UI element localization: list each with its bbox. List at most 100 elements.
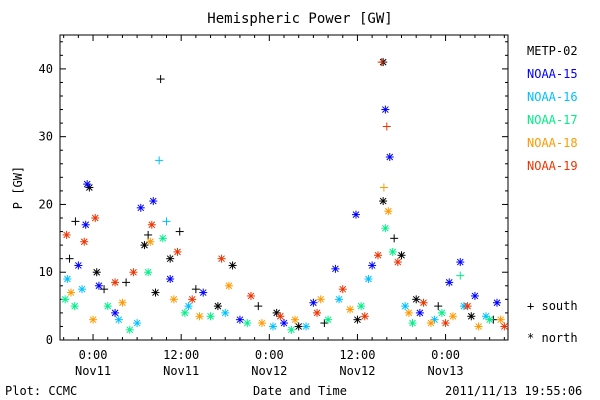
data-point-noaa-19-north xyxy=(374,251,383,260)
data-point-noaa-15-north xyxy=(492,298,501,307)
legend-item-noaa-17: NOAA-17 xyxy=(527,113,578,127)
data-point-noaa-17-north xyxy=(158,234,167,243)
data-point-noaa-19-north xyxy=(463,302,472,311)
data-point-noaa-19-north xyxy=(91,214,100,222)
data-point-noaa-17-north xyxy=(388,247,397,256)
data-point-noaa-16-north xyxy=(401,302,410,311)
data-point-noaa-15-north xyxy=(166,275,175,283)
data-point-noaa-16-north xyxy=(133,319,142,328)
data-point-noaa-16-north xyxy=(335,295,344,304)
legend-item-noaa-16: NOAA-16 xyxy=(527,90,578,104)
data-point-noaa-15-north xyxy=(368,261,377,270)
data-point-noaa-18-south xyxy=(379,183,388,192)
y-tick-label: 20 xyxy=(39,197,53,211)
data-point-noaa-18-north xyxy=(496,315,505,324)
data-point-metp-02-north xyxy=(213,302,222,311)
data-point-noaa-19-north xyxy=(147,220,156,229)
data-point-metp-02-south xyxy=(156,75,165,84)
data-point-noaa-19-north xyxy=(360,312,369,321)
marker-legend-north: * north xyxy=(527,331,578,345)
data-point-noaa-17-north xyxy=(243,319,252,328)
data-point-noaa-17-north xyxy=(125,325,134,334)
data-point-metp-02-south xyxy=(191,285,200,294)
x-tick-date-label: Nov12 xyxy=(339,364,375,378)
north-marker-label: north xyxy=(541,331,578,345)
data-point-noaa-15-north xyxy=(199,288,208,297)
data-point-metp-02-north xyxy=(467,312,476,321)
data-point-metp-02-south xyxy=(254,302,263,311)
data-point-metp-02-south xyxy=(65,254,74,263)
data-point-noaa-15-north xyxy=(331,264,340,273)
data-point-noaa-18-north xyxy=(384,207,393,216)
y-tick-label: 40 xyxy=(39,62,53,76)
data-point-noaa-18-north xyxy=(257,319,266,328)
data-point-noaa-19-north xyxy=(173,247,182,256)
data-point-noaa-19-north xyxy=(419,298,428,307)
data-point-noaa-16-north xyxy=(221,308,230,317)
data-point-noaa-17-north xyxy=(180,308,189,317)
data-point-metp-02-north xyxy=(294,322,303,331)
data-point-noaa-19-north xyxy=(129,268,138,277)
y-tick-label: 30 xyxy=(39,130,53,144)
data-point-noaa-15-north xyxy=(415,308,424,317)
data-point-metp-02-north xyxy=(92,268,101,277)
data-point-noaa-17-north xyxy=(103,302,112,311)
data-point-noaa-15-north xyxy=(309,298,318,307)
x-tick-date-label: Nov11 xyxy=(163,364,199,378)
plot-frame xyxy=(59,34,509,341)
data-point-noaa-19-north xyxy=(276,312,285,321)
data-point-metp-02-south xyxy=(71,217,80,226)
data-point-noaa-18-north xyxy=(118,298,127,307)
data-point-noaa-17-north xyxy=(324,315,333,324)
data-point-noaa-15-north xyxy=(94,281,103,290)
data-point-metp-02-north xyxy=(151,288,160,297)
x-tick-date-label: Nov13 xyxy=(428,364,464,378)
data-point-metp-02-north xyxy=(353,315,362,324)
data-point-noaa-15-north xyxy=(456,258,465,267)
data-point-metp-02-north xyxy=(166,254,175,263)
data-point-noaa-16-north xyxy=(302,322,311,331)
data-point-noaa-18-north xyxy=(404,308,413,317)
data-point-metp-02-south xyxy=(175,227,184,236)
data-point-noaa-18-north xyxy=(346,305,355,314)
south-marker-label: south xyxy=(541,299,578,313)
data-point-noaa-16-north xyxy=(364,275,373,283)
data-point-metp-02-north xyxy=(412,295,421,304)
data-point-noaa-17-north xyxy=(408,319,417,328)
data-point-noaa-18-north xyxy=(169,295,178,304)
data-point-metp-02-north xyxy=(140,241,149,250)
data-point-noaa-15-north xyxy=(235,315,244,324)
data-point-noaa-17-north xyxy=(144,268,153,277)
y-tick-label: 10 xyxy=(39,265,53,279)
data-point-noaa-18-north xyxy=(426,319,435,328)
data-point-noaa-19-north xyxy=(80,237,89,246)
data-point-noaa-15-north xyxy=(83,180,92,189)
data-point-noaa-16-south xyxy=(162,217,171,226)
data-point-metp-02-north xyxy=(228,261,237,270)
data-point-noaa-18-north xyxy=(316,295,325,304)
x-axis-label: Date and Time xyxy=(253,384,347,398)
north-marker-symbol: * xyxy=(527,331,535,345)
data-point-metp-02-north xyxy=(397,251,406,260)
x-tick-date-label: Nov11 xyxy=(75,364,111,378)
x-tick-time-label: 0:00 xyxy=(255,348,284,362)
data-point-noaa-19-north xyxy=(500,322,509,331)
data-point-noaa-19-north xyxy=(217,254,226,263)
data-point-metp-02-south xyxy=(390,234,399,243)
data-point-noaa-15-north xyxy=(385,153,394,161)
data-point-noaa-15-north xyxy=(381,105,390,114)
data-point-noaa-17-north xyxy=(70,302,79,311)
data-point-noaa-19-north xyxy=(62,230,71,239)
data-point-noaa-18-north xyxy=(291,315,300,324)
data-point-metp-02-north xyxy=(379,197,388,206)
data-point-noaa-19-north xyxy=(188,295,197,304)
data-point-noaa-18-north xyxy=(224,281,233,290)
data-point-noaa-17-north xyxy=(61,295,70,304)
plot-timestamp: 2011/11/13 19:55:06 xyxy=(445,384,583,398)
x-tick-time-label: 0:00 xyxy=(431,348,460,362)
data-point-noaa-17-north xyxy=(287,325,296,334)
data-point-noaa-19-south xyxy=(377,58,386,67)
y-tick-label: 0 xyxy=(46,333,53,347)
data-point-noaa-15-north xyxy=(470,291,479,300)
